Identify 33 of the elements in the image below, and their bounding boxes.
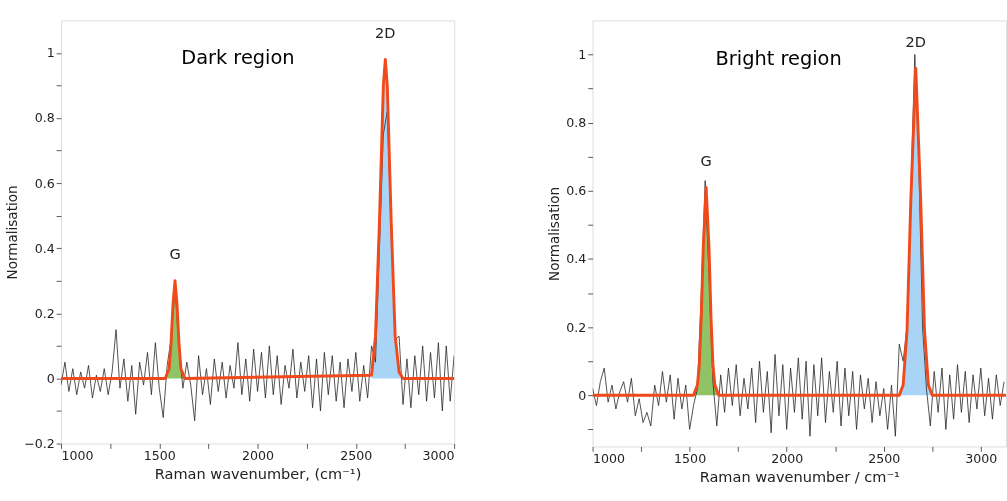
y-tick-label: 0.6 — [566, 183, 587, 199]
x-tick-label: 1500 — [143, 448, 176, 464]
x-tick-label: 2000 — [771, 451, 804, 467]
x-tick-label: 3000 — [965, 451, 998, 467]
y-tick-label: −0.2 — [24, 435, 55, 451]
annotation: 2D — [375, 25, 396, 42]
x-axis-title: Raman wavenumber / cm⁻¹ — [699, 468, 901, 485]
annotation: G — [169, 246, 181, 263]
annotation: 2D — [905, 33, 926, 50]
annotation: G — [700, 153, 712, 170]
y-tick-label: 0.8 — [566, 115, 587, 131]
x-tick-label: 3000 — [422, 448, 455, 464]
y-tick-label: 0.2 — [34, 305, 55, 321]
x-tick-label: 2500 — [868, 451, 901, 467]
y-tick-label: 1 — [578, 46, 587, 62]
text: Dark region — [181, 46, 295, 70]
y-tick-label: 0.4 — [34, 240, 55, 256]
y-tick-label: 0 — [578, 387, 587, 403]
text: Bright region — [715, 46, 842, 70]
y-axis-title: Normalisation — [4, 185, 21, 280]
y-tick-label: 0.6 — [34, 175, 55, 191]
x-tick-label: 1000 — [61, 448, 94, 464]
y-tick-label: 0 — [46, 370, 55, 386]
x-tick-label: 2500 — [340, 448, 373, 464]
y-tick-label: 0.2 — [566, 319, 587, 335]
y-tick-label: 0.8 — [34, 110, 55, 126]
y-axis-title: Normalisation — [546, 186, 563, 281]
x-tick-label: 1000 — [593, 451, 626, 467]
x-tick-label: 2000 — [242, 448, 275, 464]
y-tick-label: 0.4 — [566, 251, 587, 267]
x-axis-title: Raman wavenumber, (cm⁻¹) — [154, 465, 362, 482]
x-tick-label: 1500 — [674, 451, 707, 467]
y-tick-label: 1 — [46, 45, 55, 61]
